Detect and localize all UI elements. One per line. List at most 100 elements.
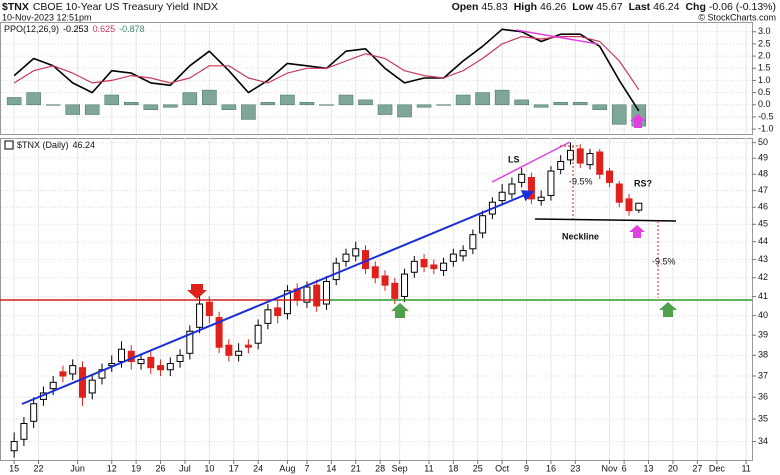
legend-swatch: [4, 140, 14, 150]
y-tick-label: 48: [758, 169, 768, 179]
candle-body: [235, 350, 243, 356]
histogram-bar: [455, 94, 471, 106]
timestamp: 10-Nov-2023 12:51pm: [2, 12, 92, 22]
histogram-bar: [338, 94, 354, 106]
header-title: $TNX CBOE 10-Year US Treasury Yield INDX: [2, 1, 218, 13]
candle-body: [381, 275, 389, 286]
y-tick-label: 46: [758, 202, 768, 212]
y-tick-label: 44: [758, 236, 768, 246]
y-tick-label: 1.5: [758, 63, 771, 73]
candle-body: [303, 286, 311, 303]
arrow-down: [187, 284, 207, 299]
histogram-bar: [65, 104, 81, 115]
x-tick-label: 25: [473, 463, 483, 473]
histogram-bar: [436, 104, 451, 106]
candle-body: [479, 215, 487, 234]
candle-body: [449, 253, 457, 262]
candle-body: [537, 196, 545, 202]
y-tick-label: 0.5: [758, 87, 771, 97]
x-tick-label: 16: [546, 463, 556, 473]
candle-body: [30, 403, 38, 422]
ppo-title: PPO(12,26,9): [4, 24, 59, 34]
candle-body: [606, 170, 614, 183]
quote-label: Chg: [685, 1, 705, 13]
ppo-panel: [0, 22, 753, 135]
quote-label: Low: [572, 1, 594, 13]
x-tick-label: 11: [741, 463, 750, 473]
y-tick-label: -0.5: [758, 111, 774, 121]
x-tick-label: Dec: [709, 463, 726, 473]
annotation: LS: [508, 154, 520, 164]
x-tick-label: 6: [622, 463, 627, 473]
candle-body: [59, 371, 67, 377]
x-tick-label: 12: [107, 463, 117, 473]
histogram-bar: [475, 92, 490, 106]
histogram-bar: [553, 102, 569, 106]
annotation: Neckline: [562, 231, 599, 241]
candle-body: [410, 260, 418, 273]
y-tick-label: 49: [758, 153, 768, 163]
y-tick-label: 45: [758, 219, 768, 229]
y-tick-label: 0.0: [758, 99, 771, 109]
y-tick-label: 39: [758, 330, 768, 340]
quote-label: High: [514, 1, 537, 13]
quote-label: Last: [629, 1, 651, 13]
candle-body: [157, 365, 165, 371]
arrow-up: [630, 114, 646, 128]
grid: [1, 23, 756, 464]
y-tick-label: 38: [758, 350, 768, 360]
arrow-up: [659, 302, 677, 317]
histogram-bar: [533, 104, 549, 108]
histogram-bar: [494, 89, 510, 106]
candle-body: [176, 354, 184, 362]
histogram-bar: [45, 104, 61, 106]
y-tick-label: 34: [758, 436, 768, 446]
x-tick-label: 14: [326, 463, 336, 473]
x-tick-label: 22: [34, 463, 44, 473]
x-tick-label: 28: [375, 463, 385, 473]
price-title: $TNX (Daily): [17, 140, 69, 150]
candle-body: [440, 262, 448, 271]
x-tick-label: 11: [424, 463, 433, 473]
candle-body: [254, 324, 262, 344]
candle-body: [78, 367, 86, 398]
candle-body: [615, 183, 623, 203]
price-last: 46.24: [73, 140, 96, 150]
x-tick-label: 13: [644, 463, 654, 473]
y-tick-label: -1.0: [758, 124, 774, 134]
candle-body: [69, 365, 77, 375]
x-tick-label: 18: [448, 463, 458, 473]
trend-line: [21, 190, 535, 405]
candle-body: [137, 358, 145, 365]
histogram-bar: [26, 92, 41, 106]
histogram-bar: [611, 104, 627, 125]
y-tick-label: 43: [758, 254, 768, 264]
candle-body: [459, 250, 467, 257]
histogram-value: -0.878: [119, 24, 145, 34]
candle-body: [264, 309, 272, 324]
x-tick-label: 20: [668, 463, 678, 473]
histogram-bar: [299, 102, 315, 106]
histogram-bar: [358, 99, 373, 106]
x-tick-label: 9: [524, 463, 529, 473]
candle-body: [196, 303, 204, 328]
histogram-bar: [241, 104, 256, 120]
histogram-bar: [514, 99, 529, 106]
x-tick-label: Nov: [601, 463, 618, 473]
candle-body: [557, 160, 565, 170]
candle-body: [596, 151, 604, 175]
ppo-legend: PPO(12,26,9) -0.253 0.625 -0.878: [4, 24, 145, 34]
candle-body: [49, 381, 57, 390]
x-tick-label: 15: [9, 463, 19, 473]
x-tick-label: 23: [570, 463, 580, 473]
candle-body: [274, 307, 282, 317]
y-tick-label: 41: [758, 291, 768, 301]
candle-body: [342, 253, 350, 262]
histogram-bar: [572, 102, 588, 106]
ppo-line: [13, 36, 640, 90]
histogram-bar: [416, 104, 432, 108]
histogram-bar: [6, 97, 22, 106]
y-tick-label: 42: [758, 272, 768, 282]
symbol: $TNX: [2, 1, 29, 13]
